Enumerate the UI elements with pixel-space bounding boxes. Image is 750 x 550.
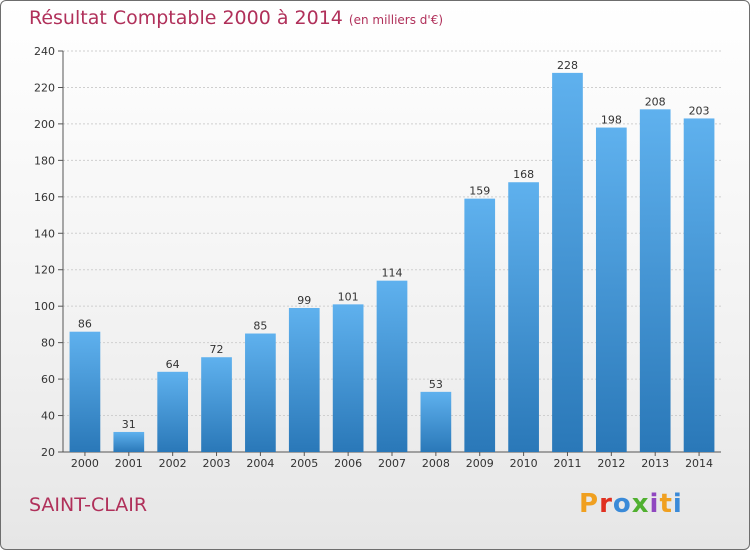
bar: [69, 331, 101, 452]
x-tick-label: 2004: [246, 457, 274, 470]
x-tick-label: 2008: [422, 457, 450, 470]
chart-title: Résultat Comptable 2000 à 2014 (en millie…: [29, 7, 443, 29]
chart-title-text: Résultat Comptable 2000 à 2014: [29, 7, 343, 29]
x-tick-label: 2001: [115, 457, 143, 470]
logo-letter: P: [579, 489, 600, 519]
data-label: 99: [297, 294, 311, 307]
data-label: 159: [469, 185, 490, 198]
y-tick-label: 80: [41, 337, 55, 350]
x-tick-label: 2013: [641, 457, 669, 470]
y-tick-label: 140: [34, 227, 55, 240]
data-label: 72: [210, 343, 224, 356]
y-tick-label: 200: [34, 118, 55, 131]
x-tick-label: 2007: [378, 457, 406, 470]
bar: [157, 371, 189, 452]
data-label: 101: [338, 290, 359, 303]
data-label: 114: [382, 267, 403, 280]
x-tick-label: 2002: [159, 457, 187, 470]
logo-letter: r: [599, 489, 613, 519]
bar: [201, 357, 232, 452]
x-tick-label: 2005: [290, 457, 318, 470]
bar: [245, 333, 276, 452]
x-tick-label: 2011: [553, 457, 581, 470]
data-label: 203: [689, 104, 710, 117]
y-tick-label: 180: [34, 154, 55, 167]
x-tick-label: 2000: [71, 457, 99, 470]
logo-letter: i: [672, 489, 683, 519]
chart-subtitle: (en milliers d'€): [348, 13, 444, 27]
y-tick-label: 160: [34, 191, 55, 204]
bar: [639, 109, 671, 452]
data-label: 31: [122, 418, 136, 431]
data-label: 198: [601, 114, 622, 127]
logo-letter: i: [649, 489, 660, 519]
x-tick-label: 2009: [466, 457, 494, 470]
y-tick-label: 220: [34, 81, 55, 94]
data-label: 85: [253, 320, 267, 333]
bar: [376, 280, 408, 452]
bar: [508, 182, 539, 452]
proxiti-logo: Proxiti: [579, 489, 683, 519]
bar: [420, 391, 452, 452]
data-label: 228: [557, 59, 578, 72]
y-tick-label: 120: [34, 264, 55, 277]
x-tick-label: 2014: [685, 457, 713, 470]
data-label: 208: [645, 95, 666, 108]
data-label: 86: [78, 318, 92, 331]
bar: [288, 308, 320, 452]
x-tick-label: 2003: [203, 457, 231, 470]
x-tick-label: 2010: [510, 457, 538, 470]
bar: [464, 198, 496, 452]
y-tick-label: 240: [34, 45, 55, 58]
logo-letter: o: [612, 489, 632, 519]
y-tick-label: 20: [41, 446, 55, 459]
y-tick-label: 40: [41, 410, 55, 423]
data-label: 64: [166, 358, 180, 371]
x-tick-label: 2006: [334, 457, 362, 470]
logo-letter: x: [631, 489, 650, 519]
data-label: 168: [513, 168, 534, 181]
bar: [683, 118, 715, 452]
y-tick-label: 60: [41, 373, 55, 386]
x-tick-label: 2012: [597, 457, 625, 470]
bar: [552, 72, 583, 452]
town-name: SAINT-CLAIR: [29, 494, 148, 516]
bar: [595, 127, 627, 453]
data-label: 53: [429, 378, 443, 391]
bar: [332, 304, 364, 452]
bar: [113, 431, 145, 452]
y-tick-label: 100: [34, 300, 55, 313]
logo-letter: t: [659, 489, 673, 519]
